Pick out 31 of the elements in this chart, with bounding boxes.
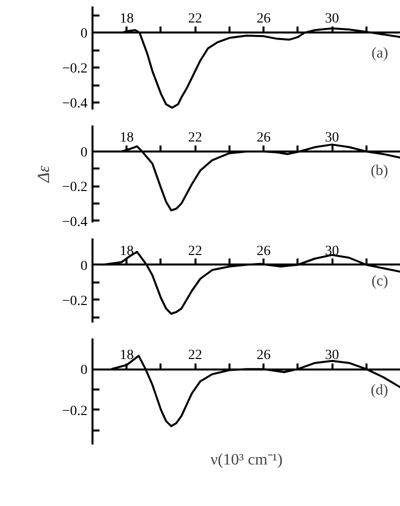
x-tick-label: 18 [120,12,134,27]
x-tick-label: 22 [188,12,202,27]
x-tick-label: 26 [256,348,271,364]
x-tick-label: 30 [325,348,340,364]
x-tick-label: 30 [325,12,340,27]
x-tick-label: 26 [256,130,271,146]
x-tick-label: 18 [120,244,134,259]
y-tick-label: 0 [80,145,88,160]
x-tick-label: 26 [256,12,271,27]
x-tick-label: 22 [188,244,202,259]
y-tick-label: −0.4 [62,214,88,230]
y-axis-title: Δε [34,165,54,184]
y-tick-label: −0.2 [62,62,88,77]
y-tick-label: 0 [80,26,88,42]
y-tick-label: −0.2 [62,180,88,196]
x-tick-label: 22 [188,130,202,146]
x-tick-label: 30 [325,130,340,146]
annotation: (c) [372,274,388,290]
y-tick-label: 0 [80,363,88,378]
x-tick-label: 18 [120,348,134,364]
x-axis-title: ν(10³ cm⁻¹) [210,452,283,468]
y-tick-label: −0.2 [62,294,88,309]
annotation: (d) [370,382,388,398]
x-tick-label: 18 [120,130,134,146]
annotation: (a) [372,45,388,62]
x-tick-label: 22 [188,348,202,364]
y-tick-label: −0.2 [62,404,88,419]
y-tick-label: −0.4 [62,96,88,112]
x-tick-label: 26 [256,244,271,259]
y-tick-label: 0 [80,258,88,274]
annotation: (b) [370,162,388,179]
